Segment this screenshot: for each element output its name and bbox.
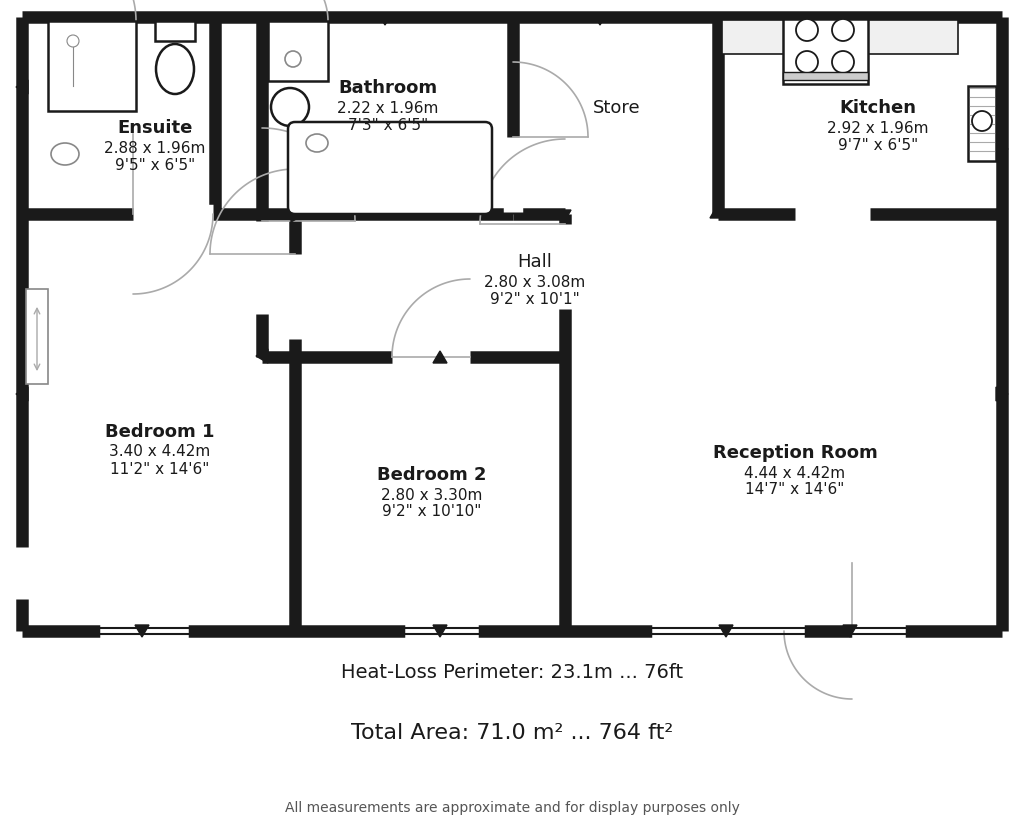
Text: 14'7" x 14'6": 14'7" x 14'6" [745,482,845,497]
Bar [783,20,868,85]
Circle shape [796,52,818,74]
Polygon shape [433,625,447,637]
Bar [783,73,868,81]
Text: Heat-Loss Perimeter: 23.1m ... 76ft: Heat-Loss Perimeter: 23.1m ... 76ft [341,662,683,681]
Text: 9'2" x 10'1": 9'2" x 10'1" [490,291,580,306]
Circle shape [972,112,992,132]
Text: 9'5" x 6'5": 9'5" x 6'5" [115,157,196,172]
Bar [48,22,136,112]
Bar [155,22,195,42]
Text: Store: Store [593,99,641,117]
Ellipse shape [156,45,194,95]
Text: 4.44 x 4.42m: 4.44 x 4.42m [744,465,846,480]
Text: Ensuite: Ensuite [118,119,193,137]
Bar [718,18,1002,215]
Polygon shape [256,349,268,364]
Polygon shape [16,388,28,401]
Polygon shape [593,14,607,26]
Bar [22,215,295,631]
Polygon shape [16,81,28,95]
Text: 11'2" x 14'6": 11'2" x 14'6" [111,461,210,476]
Bar [565,215,1002,631]
Ellipse shape [51,144,79,166]
Polygon shape [710,206,724,219]
Text: Hall: Hall [517,252,552,271]
Polygon shape [813,14,827,26]
Ellipse shape [271,89,309,127]
Polygon shape [291,209,303,222]
Bar [262,18,513,215]
Text: 2.92 x 1.96m: 2.92 x 1.96m [827,120,929,135]
Text: 2.88 x 1.96m: 2.88 x 1.96m [104,140,206,155]
Text: Reception Room: Reception Room [713,443,878,461]
Polygon shape [557,211,571,222]
Polygon shape [719,625,733,637]
Text: 9'7" x 6'5": 9'7" x 6'5" [838,137,919,152]
Text: Total Area: 71.0 m² ... 764 ft²: Total Area: 71.0 m² ... 764 ft² [351,722,673,742]
FancyBboxPatch shape [288,123,492,215]
Polygon shape [433,352,447,364]
Bar [268,22,328,82]
Circle shape [796,20,818,42]
Circle shape [67,36,79,48]
Circle shape [831,52,854,74]
Text: 3.40 x 4.42m: 3.40 x 4.42m [110,444,211,459]
Text: 2.80 x 3.08m: 2.80 x 3.08m [484,274,586,289]
Text: Bathroom: Bathroom [339,79,437,97]
Text: 2.22 x 1.96m: 2.22 x 1.96m [337,100,438,115]
Bar [513,18,718,215]
Text: Bedroom 2: Bedroom 2 [377,466,486,483]
Text: 7'3" x 6'5": 7'3" x 6'5" [348,117,428,132]
Bar [295,358,565,631]
Polygon shape [843,625,857,637]
Circle shape [285,52,301,68]
Polygon shape [507,14,521,26]
Text: Bedroom 1: Bedroom 1 [105,422,215,441]
Polygon shape [135,625,150,637]
Bar [722,21,958,55]
Bar [26,289,48,385]
Ellipse shape [306,135,328,153]
Polygon shape [996,388,1008,401]
Text: All measurements are approximate and for display purposes only: All measurements are approximate and for… [285,800,739,814]
Polygon shape [378,14,392,26]
Text: Kitchen: Kitchen [840,99,916,117]
Polygon shape [996,143,1008,157]
Bar [262,215,565,358]
Bar [968,87,996,162]
Text: 9'2" x 10'10": 9'2" x 10'10" [382,504,481,519]
Bar [22,18,215,215]
Circle shape [831,20,854,42]
Polygon shape [254,206,268,217]
Text: 2.80 x 3.30m: 2.80 x 3.30m [381,487,482,502]
